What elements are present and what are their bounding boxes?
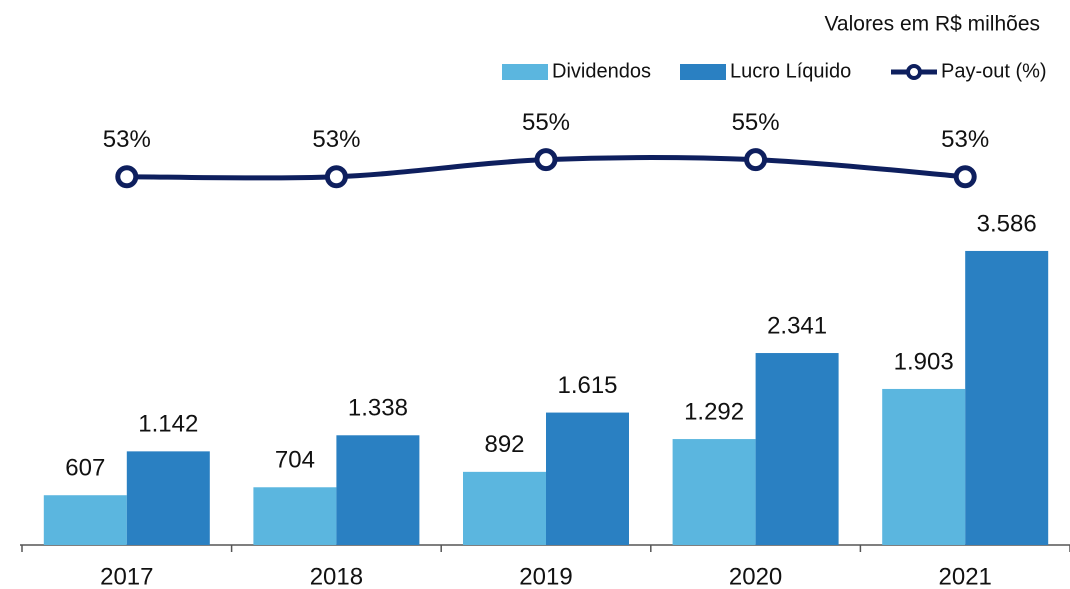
bar <box>253 487 337 545</box>
data-label: 2.341 <box>767 312 827 339</box>
payout-marker <box>534 148 558 172</box>
legend-label: Pay-out (%) <box>941 60 1047 82</box>
data-label: 704 <box>275 447 315 474</box>
payout-marker <box>953 165 977 189</box>
legend-label: Dividendos <box>552 60 651 82</box>
bar <box>336 435 420 545</box>
data-label: 1.292 <box>684 398 744 425</box>
legend-swatch <box>502 64 548 80</box>
bar <box>43 495 127 545</box>
x-tick-label: 2021 <box>939 563 992 589</box>
data-label: 1.338 <box>348 395 408 422</box>
data-label: 607 <box>65 455 105 482</box>
data-label: 53% <box>103 126 151 153</box>
legend-marker <box>906 64 922 80</box>
bar <box>965 250 1049 545</box>
x-tick-label: 2019 <box>519 563 572 589</box>
payout-marker <box>324 165 348 189</box>
data-label: 53% <box>312 126 360 153</box>
data-label: 1.903 <box>894 348 954 375</box>
bar <box>672 439 756 545</box>
payout-marker <box>115 165 139 189</box>
chart-subtitle: Valores em R$ milhões <box>824 13 1040 36</box>
data-label: 3.586 <box>977 210 1037 237</box>
bar <box>882 388 966 545</box>
bar <box>126 451 210 545</box>
x-tick-label: 2017 <box>100 563 153 589</box>
x-tick-label: 2020 <box>729 563 782 589</box>
data-label: 53% <box>941 126 989 153</box>
data-label: 1.615 <box>557 372 617 399</box>
legend-label: Lucro Líquido <box>730 60 851 82</box>
x-tick-label: 2018 <box>310 563 363 589</box>
data-label: 1.142 <box>138 411 198 438</box>
payout-marker <box>744 148 768 172</box>
data-label: 55% <box>732 109 780 136</box>
bar <box>463 471 546 545</box>
bar <box>546 412 629 545</box>
bar <box>755 353 839 545</box>
data-label: 55% <box>522 109 570 136</box>
legend-swatch <box>680 64 726 80</box>
data-label: 892 <box>484 431 524 458</box>
